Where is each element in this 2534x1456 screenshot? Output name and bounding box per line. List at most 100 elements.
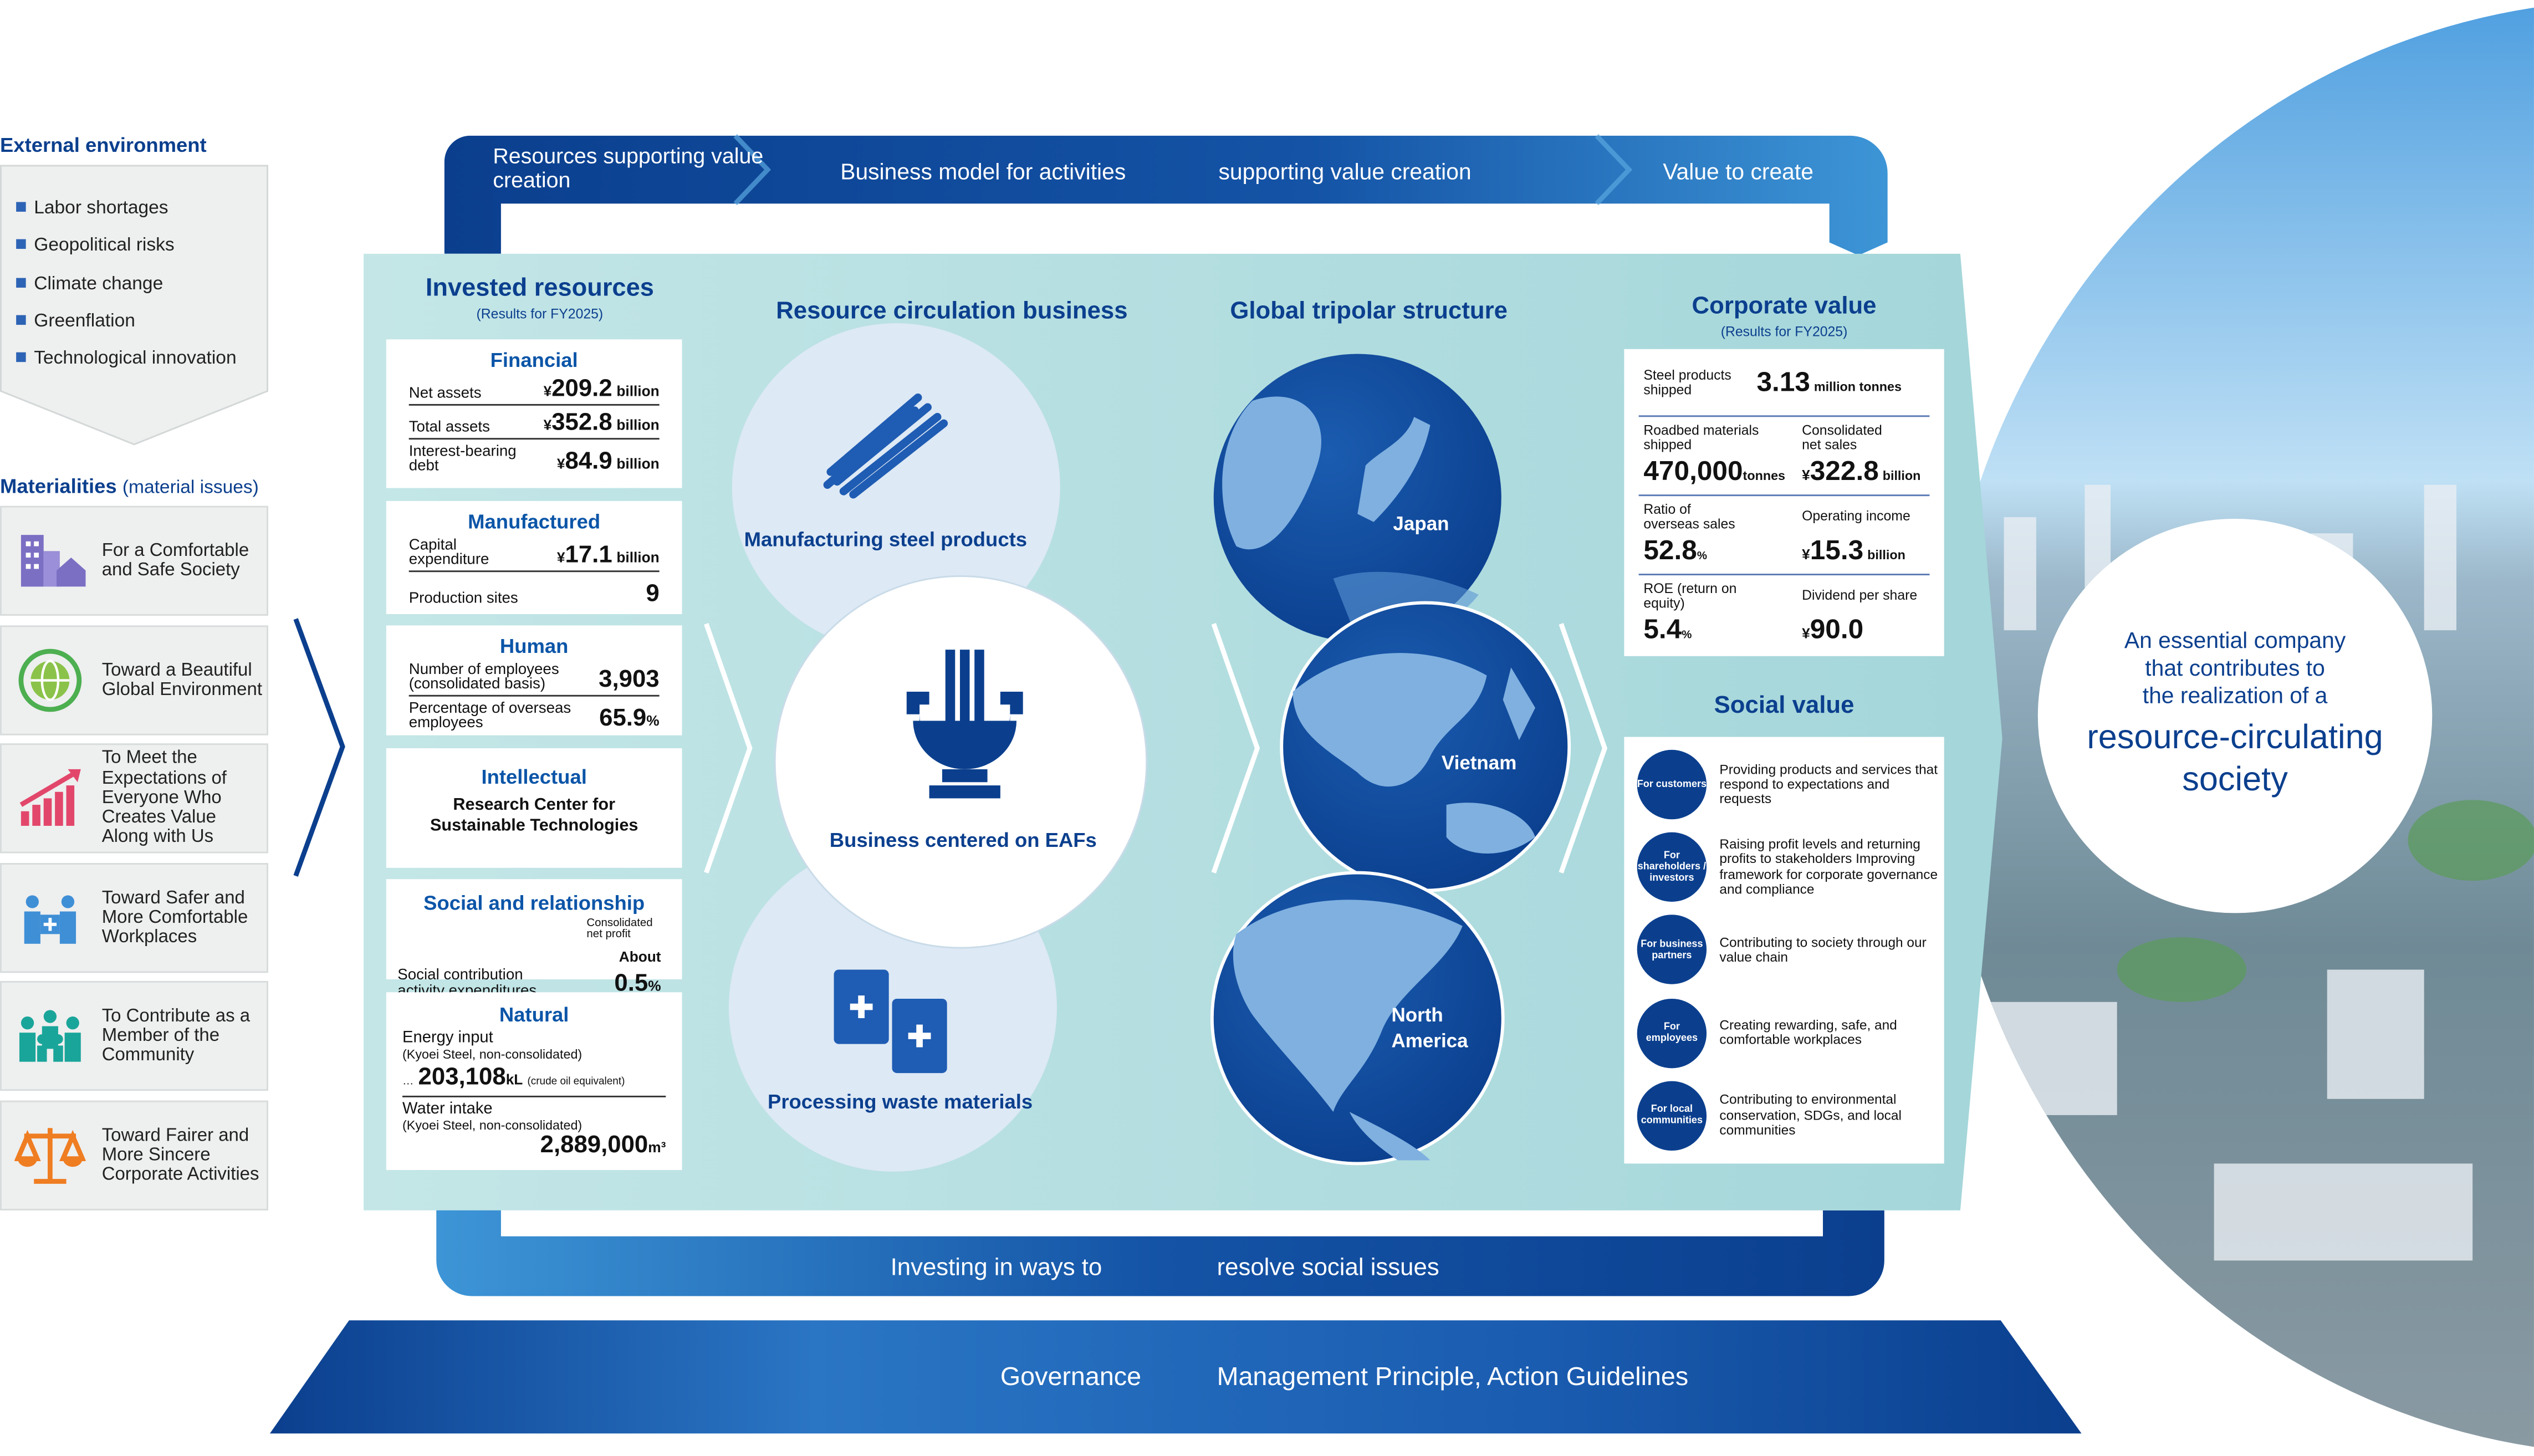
card-title: Human bbox=[499, 635, 569, 658]
metric-label: Dividend per share bbox=[1802, 586, 1918, 603]
metric-value: 52.8 bbox=[1643, 535, 1697, 566]
metric-unit: % bbox=[648, 978, 661, 994]
metric-label: Steel products shipped bbox=[1643, 366, 1731, 397]
metric-value: 203,108 bbox=[418, 1063, 506, 1091]
chevron-right-icon bbox=[1559, 623, 1608, 873]
card-title: Natural bbox=[499, 1003, 569, 1026]
intellectual-capital-card: Intellectual Research Center for Sustain… bbox=[386, 748, 682, 868]
investing-label: Investing in ways to bbox=[890, 1254, 1102, 1282]
env-item: Geopolitical risks bbox=[16, 228, 236, 266]
social-capital-card: Social and relationship Social contribut… bbox=[386, 879, 682, 998]
intellectual-text: Research Center for Sustainable Technolo… bbox=[430, 795, 638, 836]
energy-input: Energy input (Kyoei Steel, non-consolida… bbox=[402, 1029, 666, 1157]
card-title: Financial bbox=[490, 349, 578, 372]
env-item: Greenflation bbox=[16, 304, 236, 341]
vision-statement: An essential company that contributes to… bbox=[2038, 627, 2432, 800]
scales-icon bbox=[14, 1128, 86, 1184]
metric-row: Net assets ¥209.2 billion bbox=[409, 372, 660, 404]
financial-capital-card: Financial Net assets ¥209.2 billion Total… bbox=[386, 339, 682, 488]
currency: ¥ bbox=[556, 456, 565, 472]
metric-value: 3,903 bbox=[599, 666, 660, 693]
human-capital-card: Human Number of employees (consolidated … bbox=[386, 625, 682, 735]
metric-note: (crude oil equivalent) bbox=[527, 1076, 625, 1088]
vision-line: the realization of a bbox=[2142, 682, 2328, 708]
metric-unit: kL bbox=[505, 1071, 523, 1088]
flow-step-business-model-2: supporting value creation bbox=[1218, 158, 1472, 185]
stakeholder-value: Contributing to society through our valu… bbox=[1719, 933, 1927, 965]
region-label-north-america: North America bbox=[1391, 1003, 1468, 1053]
metric-unit: billion bbox=[616, 549, 660, 566]
global-title: Global tripolar structure bbox=[1230, 297, 1508, 325]
materiality-label: Toward Safer and More Comfortable Workpl… bbox=[101, 888, 248, 948]
steel-bars-icon bbox=[823, 393, 948, 499]
materiality-label: To Meet the Expectations of Everyone Who… bbox=[101, 748, 227, 848]
globe-north-america bbox=[1210, 871, 1505, 1166]
metric-label: Net assets bbox=[408, 384, 482, 402]
social-value-card: For customers Providing products and serv… bbox=[1624, 737, 1944, 1164]
materiality-item: For a Comfortable and Safe Society bbox=[0, 505, 269, 616]
metric-value: 3.13 bbox=[1756, 366, 1810, 397]
materiality-label: For a Comfortable and Safe Society bbox=[101, 540, 249, 580]
metric-label: Total assets bbox=[408, 417, 490, 436]
metric-unit: % bbox=[1682, 630, 1692, 642]
currency: ¥ bbox=[543, 383, 552, 400]
buildings-icon bbox=[21, 535, 86, 587]
manufactured-capital-card: Manufactured Capital expenditure ¥17.1 bi… bbox=[386, 500, 682, 615]
resolve-issues-label: resolve social issues bbox=[1217, 1254, 1439, 1282]
external-environment-title: External environment bbox=[0, 134, 207, 157]
metric-label: ROE (return on equity) bbox=[1643, 580, 1737, 611]
vision-circle bbox=[2037, 518, 2433, 913]
currency: ¥ bbox=[543, 417, 552, 433]
metric-label: Percentage of overseas employees bbox=[408, 699, 571, 732]
metric-unit: million tonnes bbox=[1813, 379, 1902, 394]
metric-value: 65.9 bbox=[599, 704, 647, 732]
currency: ¥ bbox=[1802, 625, 1810, 642]
metric-unit: billion bbox=[1882, 468, 1921, 483]
currency: ¥ bbox=[556, 549, 565, 566]
metric-unit: tonnes bbox=[1743, 468, 1786, 483]
stakeholder-item: For shareholders / investors Raising prof… bbox=[1637, 832, 1944, 902]
vision-emphasis: society bbox=[2182, 761, 2288, 799]
globes bbox=[1210, 354, 1571, 1166]
metric-row: Total assets ¥352.8 billion bbox=[408, 403, 660, 438]
metric-prefix: About bbox=[619, 948, 661, 965]
materiality-item: To Contribute as a Member of the Communi… bbox=[0, 980, 269, 1091]
materiality-item: Toward Fairer and More Sincere Corporate… bbox=[0, 1100, 269, 1210]
materiality-label: To Contribute as a Member of the Communi… bbox=[101, 1006, 251, 1065]
metric-label: Consolidated net sales bbox=[1802, 422, 1882, 453]
metric-value: 470,000 bbox=[1643, 456, 1743, 487]
invested-resources-subtitle: (Results for FY2025) bbox=[476, 305, 604, 322]
metric-row: Production sites 9 bbox=[408, 570, 660, 609]
materiality-item: To Meet the Expectations of Everyone Who… bbox=[0, 743, 269, 854]
metric-label: Energy input bbox=[402, 1029, 493, 1048]
chevron-right-icon bbox=[293, 618, 345, 877]
flow-step-value: Value to create bbox=[1663, 158, 1813, 185]
metric-label: Operating income bbox=[1802, 507, 1910, 524]
corporate-value-title: Corporate value bbox=[1692, 292, 1877, 320]
stakeholder-value: Creating rewarding, safe, and comfortabl… bbox=[1719, 1016, 1897, 1048]
metric-value: 9 bbox=[646, 580, 660, 608]
globe-vietnam bbox=[1280, 601, 1571, 892]
growth-chart-icon bbox=[19, 769, 81, 826]
metric-label: Number of employees (consolidated basis) bbox=[408, 661, 559, 693]
env-item: Technological innovation bbox=[16, 341, 236, 379]
metric-unit: billion bbox=[1867, 548, 1905, 563]
metric-value: 90.0 bbox=[1810, 614, 1864, 645]
social-value-title: Social value bbox=[1714, 691, 1854, 719]
community-icon bbox=[19, 1010, 81, 1062]
metric-note: Consolidated net profit bbox=[586, 918, 653, 941]
region-label-japan: Japan bbox=[1393, 512, 1449, 535]
metric-label: Roadbed materials shipped bbox=[1643, 422, 1759, 453]
metric-unit: billion bbox=[616, 417, 660, 433]
chevron-right-icon bbox=[1211, 623, 1260, 873]
bottom-flow-band bbox=[436, 1191, 1884, 1296]
stakeholder-badge: For shareholders / investors bbox=[1637, 832, 1707, 902]
card-title: Social and relationship bbox=[423, 892, 645, 915]
flow-step-resources: Resources supporting value creation bbox=[493, 144, 764, 192]
vision-line: An essential company bbox=[2124, 627, 2346, 653]
stakeholder-value: Providing products and services that res… bbox=[1719, 760, 1938, 807]
stakeholder-item: For local communities Contributing to env… bbox=[1637, 1081, 1944, 1151]
chevron-right-icon bbox=[704, 623, 753, 873]
top-flow-band bbox=[444, 134, 1888, 256]
metric-label: Production sites bbox=[408, 589, 518, 607]
